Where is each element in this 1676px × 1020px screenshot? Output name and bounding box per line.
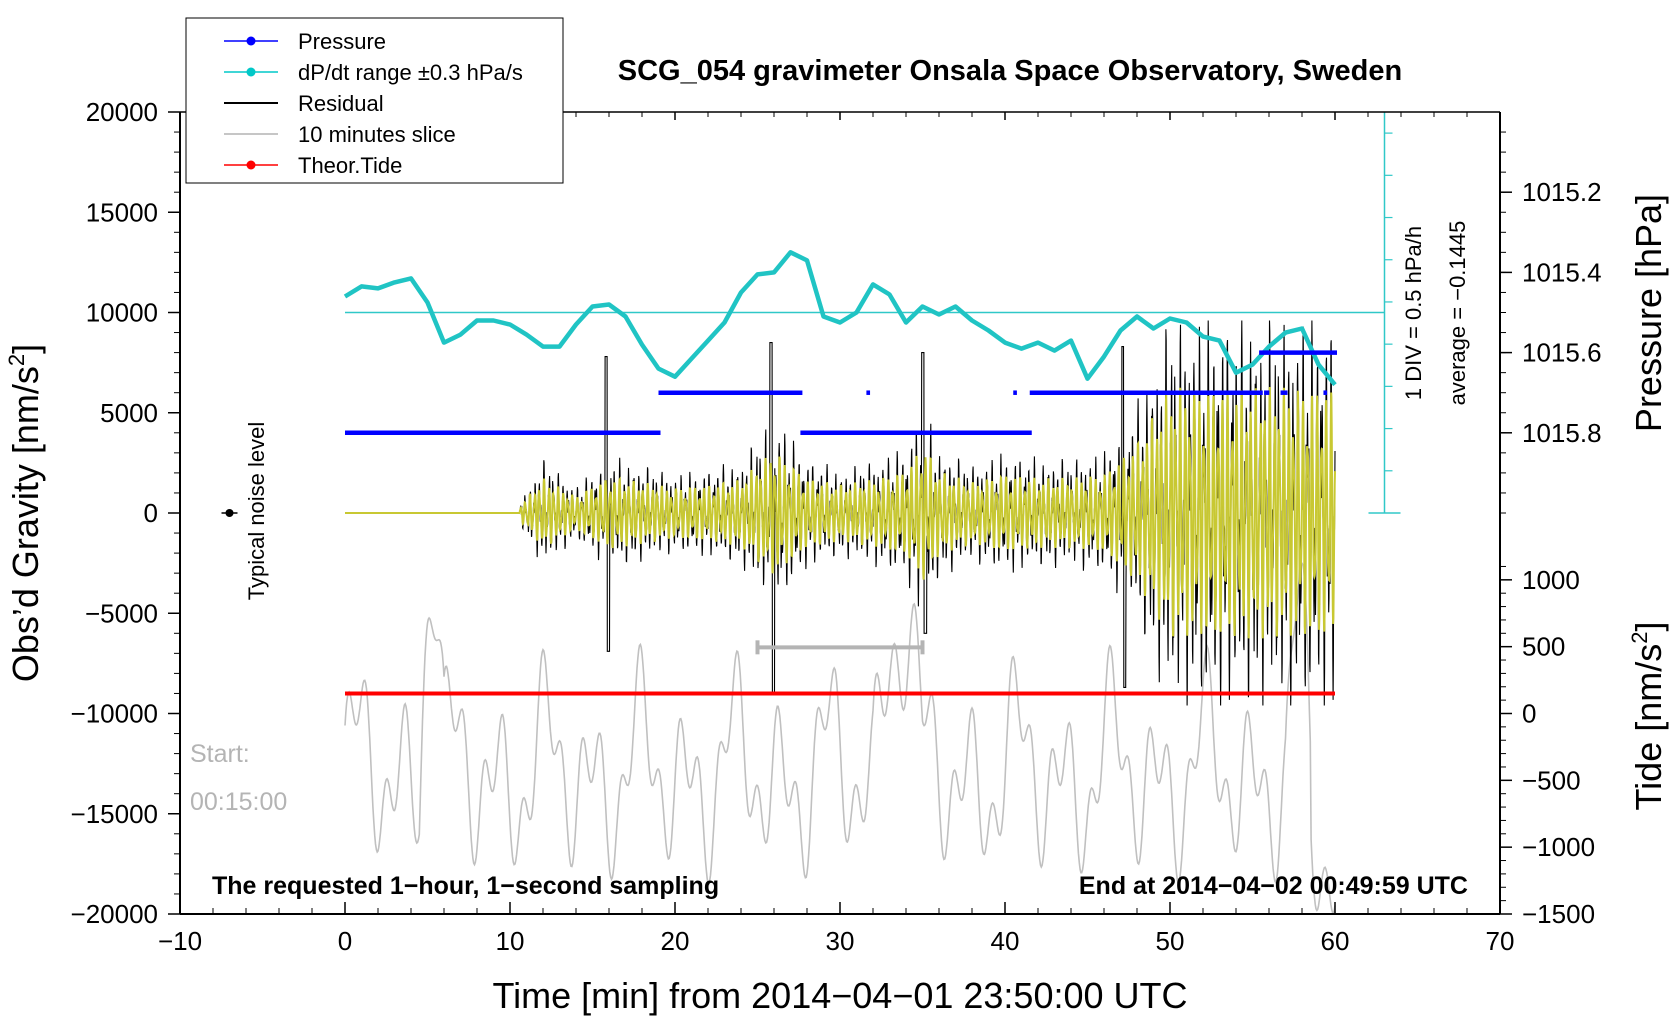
- y-axis-title-gravity-main: Obs’d Gravity [nm/s: [5, 366, 46, 682]
- y-axis-title-tide-sup: 2: [1627, 632, 1652, 644]
- y-axis-title-gravity-sup: 2: [4, 354, 29, 366]
- legend-label-2: Residual: [298, 91, 384, 116]
- y-axis-title-tide-main: Tide [nm/s: [1628, 644, 1669, 811]
- y-tick-label-tide: −1500: [1522, 899, 1595, 929]
- note-right: End at 2014−04−02 00:49:59 UTC: [1079, 872, 1468, 900]
- x-tick-label: 40: [991, 926, 1020, 956]
- y-tick-label-gravity: −15000: [71, 799, 158, 829]
- chart-title: SCG_054 gravimeter Onsala Space Observat…: [618, 55, 1402, 87]
- legend: Pressure dP/dt range ±0.3 hPa/s Residual 10…: [185, 17, 564, 184]
- y-axis-title-tide: Tide [nm/s2]: [1627, 622, 1669, 811]
- typical-noise-label: Typical noise level: [244, 422, 269, 601]
- x-tick-label: 30: [826, 926, 855, 956]
- y-tick-label-pressure: 1015.2: [1522, 177, 1602, 207]
- y-tick-label-gravity: 20000: [86, 97, 158, 127]
- pressure-scale-label-1: 1 DIV = 0.5 hPa/h: [1401, 226, 1426, 400]
- x-tick-label: 10: [496, 926, 525, 956]
- legend-marker-1: [246, 67, 256, 77]
- y-tick-label-gravity: −20000: [71, 899, 158, 929]
- y-tick-label-gravity: 5000: [100, 398, 158, 428]
- y-tick-label-tide: −500: [1522, 765, 1581, 795]
- x-axis-title: Time [min] from 2014−04−01 23:50:00 UTC: [492, 975, 1187, 1016]
- x-tick-label: 0: [338, 926, 352, 956]
- series-dpdt: [343, 250, 1337, 387]
- legend-label-1: dP/dt range ±0.3 hPa/s: [298, 60, 523, 85]
- y-tick-label-pressure: 1015.8: [1522, 418, 1602, 448]
- legend-label-3: 10 minutes slice: [298, 122, 456, 147]
- y-axis-title-pressure: Pressure [hPa]: [1628, 194, 1669, 432]
- x-tick-label: 50: [1156, 926, 1185, 956]
- x-tick-label: 20: [661, 926, 690, 956]
- series-residual-filtered: [345, 386, 1336, 639]
- legend-label-0: Pressure: [298, 29, 386, 54]
- x-tick-label: 70: [1486, 926, 1515, 956]
- legend-box: [185, 17, 564, 184]
- y-tick-label-pressure: 1015.4: [1522, 257, 1602, 287]
- y-axis-title-gravity-end: ]: [5, 344, 46, 354]
- y-tick-label-tide: 500: [1522, 632, 1565, 662]
- y-tick-label-gravity: 15000: [86, 197, 158, 227]
- x-tick-label: −10: [158, 926, 202, 956]
- y-tick-label-tide: 1000: [1522, 565, 1580, 595]
- legend-marker-4: [246, 160, 256, 170]
- y-tick-label-gravity: −5000: [85, 598, 158, 628]
- series-10min-slice: [344, 561, 1336, 914]
- y-tick-label-gravity: 0: [144, 498, 158, 528]
- start-time: 00:15:00: [190, 788, 287, 816]
- start-label: Start:: [190, 740, 250, 768]
- y-axis-title-tide-end: ]: [1628, 622, 1669, 632]
- legend-marker-0: [246, 36, 256, 46]
- y-tick-label-tide: −1000: [1522, 832, 1595, 862]
- y-tick-label-gravity: 10000: [86, 298, 158, 328]
- x-tick-label: 60: [1321, 926, 1350, 956]
- note-left: The requested 1−hour, 1−second sampling: [212, 872, 719, 900]
- pressure-scale-label-2: average = −0.1445: [1445, 221, 1470, 406]
- y-tick-label-gravity: −10000: [71, 699, 158, 729]
- y-tick-label-pressure: 1015.6: [1522, 338, 1602, 368]
- legend-label-4: Theor.Tide: [298, 153, 402, 178]
- y-axis-title-gravity: Obs’d Gravity [nm/s2]: [4, 344, 46, 682]
- y-tick-label-tide: 0: [1522, 699, 1536, 729]
